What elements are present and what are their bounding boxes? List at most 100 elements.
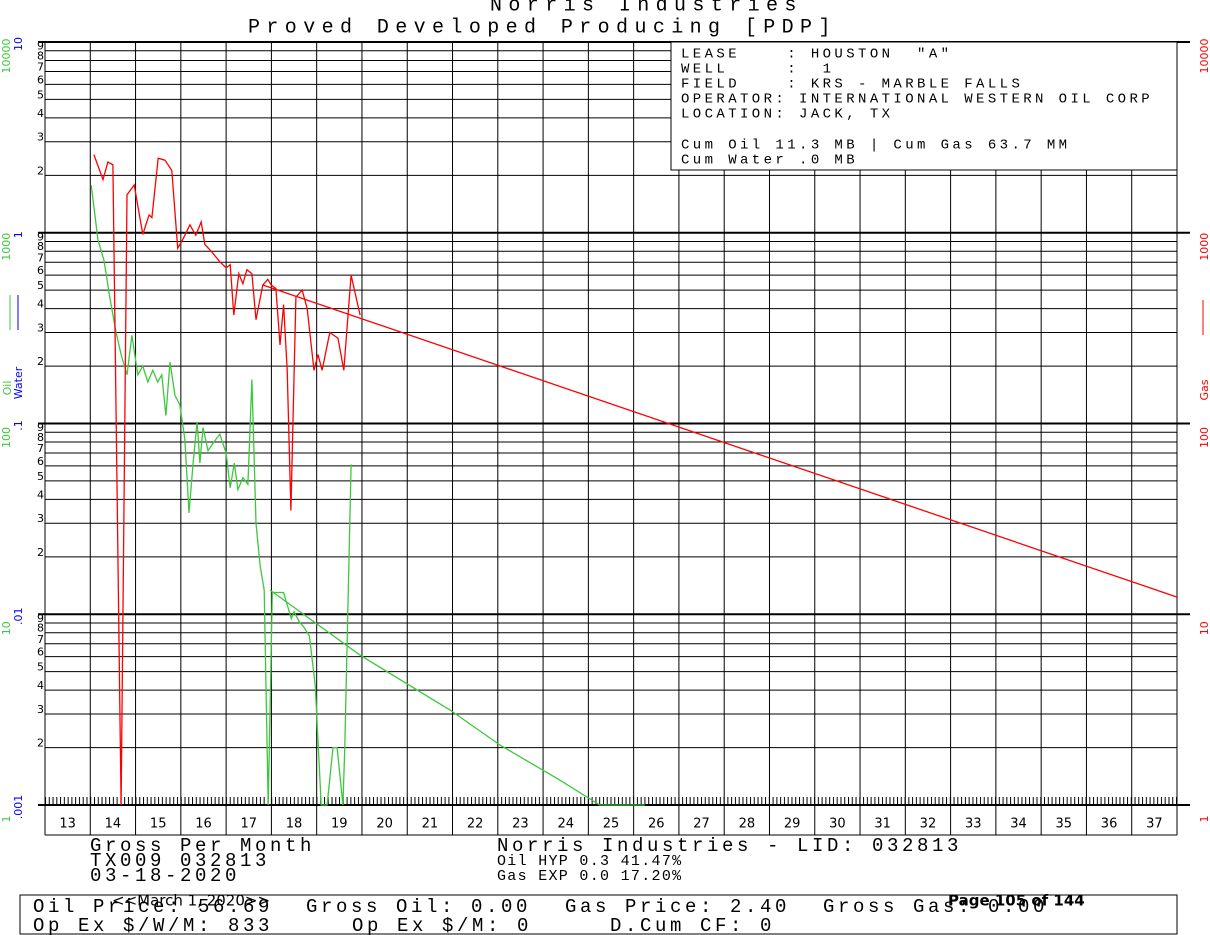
info-line: Cum Water .0 MB [681,153,858,169]
y2-tick-label: 10000 [1198,39,1210,74]
footer-text: Norris Industries - LID: 032813 [497,835,962,857]
y-tick-label: 2 [37,164,44,177]
y-tick-label: 1000 [0,233,13,261]
x-tick-label: 15 [150,817,167,832]
y-tick-label: 9 [37,421,44,434]
month-ticks [45,797,1177,805]
series-line [262,284,1178,598]
y-axis-label: Oil [1,381,14,396]
y-tick-label: 10000 [0,39,13,74]
x-tick-label: 25 [603,817,620,832]
grid [38,41,1190,836]
chart-subtitle: Proved Developed Producing [PDP] [248,16,837,39]
y-tick-label: 5 [37,88,44,101]
marks [90,154,1178,806]
y-tick-label: 8 [37,240,44,253]
y-tick-label: 4 [37,679,44,692]
y-tick-label: 3 [37,703,44,716]
x-tick-label: 32 [920,817,937,832]
y-tick-label: 7 [37,633,44,646]
info-line: LEASE : HOUSTON "A" [681,47,952,63]
y2-tick-label: 10 [1198,621,1210,635]
x-tick-label: 20 [376,817,393,832]
y-tick-label: 2 [37,546,44,559]
y-tick-label: 7 [37,442,44,455]
footer-text: 03-18-2020 [90,865,240,887]
x-tick-label: 24 [557,817,574,832]
info-line: LOCATION: JACK, TX [681,107,893,123]
x-tick-label: 29 [784,817,801,832]
info-box [670,41,1178,171]
x-tick-label: 27 [693,817,710,832]
y-tick-label: 8 [37,622,44,635]
x-tick-label: 28 [739,817,756,832]
footer-field: Gross Gas: 0.00 [823,896,1048,918]
footer-text: Gross Per Month [90,835,315,857]
y-tick-label: 2 [37,355,44,368]
footer-field: Gross Oil: 0.00 [306,896,531,918]
model-text: Gas EXP 0.0 17.20% [497,868,682,885]
footer-field: Oil Price: 56.69 [33,896,273,918]
x-tick-label: 17 [240,817,257,832]
x-tick-label: 35 [1056,817,1073,832]
x-tick-label: 18 [286,817,303,832]
footer-field: D.Cum CF: 0 [610,915,775,935]
footer-field: Op Ex $/M: 0 [352,915,532,935]
y2-tick-label: 100 [1198,427,1210,448]
water-axis-label: Water [12,366,25,399]
footer-field: Gas Price: 2.40 [565,896,790,918]
x-tick-label: 26 [648,817,665,832]
y-tick-label: 4 [37,298,44,311]
series-line [90,185,352,806]
water-tick-label: .01 [12,608,25,626]
x-tick-label: 31 [874,817,891,832]
y2-tick-label: 1 [1198,816,1210,823]
date-overlay: <<March 1, 2020>> [112,892,270,910]
footer-box [19,894,1178,935]
y2-axis-label: Gas [1198,379,1210,400]
series-line [93,154,361,806]
x-tick-label: 13 [59,817,76,832]
x-tick-label: 23 [512,817,529,832]
series-line [269,589,645,806]
y-tick-label: 6 [37,646,44,659]
y2-tick-label: 1000 [1198,233,1210,261]
y-tick-label: 9 [37,230,44,243]
water-tick-label: .001 [12,795,25,820]
water-tick-label: 1 [12,231,25,238]
info-line: OPERATOR: INTERNATIONAL WESTERN OIL CORP [681,92,1153,108]
x-tick-label: 33 [965,817,982,832]
y-tick-label: 7 [37,251,44,264]
y-tick-label: 3 [37,512,44,525]
water-tick-label: .1 [12,420,25,431]
y-tick-label: 10 [0,621,13,635]
y-tick-label: 6 [37,264,44,277]
y-tick-label: 8 [37,431,44,444]
info-line: Cum Oil 11.3 MB | Cum Gas 63.7 MM [681,138,1070,154]
x-tick-label: 22 [467,817,484,832]
y-tick-label: 3 [37,321,44,334]
x-tick-label: 19 [331,817,348,832]
y-tick-label: 100 [0,427,13,448]
y-tick-label: 7 [37,61,44,74]
y-tick-label: 2 [37,737,44,750]
x-tick-label: 14 [105,817,122,832]
y-tick-label: 6 [37,455,44,468]
info-line: FIELD : KRS - MARBLE FALLS [681,77,1023,93]
y-tick-label: 3 [37,131,44,144]
y-tick-label: 1 [0,816,13,823]
x-tick-label: 30 [829,817,846,832]
info-line: WELL : 1 [681,62,834,78]
y-tick-label: 9 [37,612,44,625]
y-tick-label: 4 [37,107,44,120]
x-tick-label: 21 [422,817,439,832]
y-tick-label: 5 [37,661,44,674]
x-tick-label: 16 [195,817,212,832]
x-tick-label: 36 [1101,817,1118,832]
y-tick-label: 6 [37,73,44,86]
chart-title: Norris Industries [490,0,803,17]
y-tick-label: 5 [37,279,44,292]
